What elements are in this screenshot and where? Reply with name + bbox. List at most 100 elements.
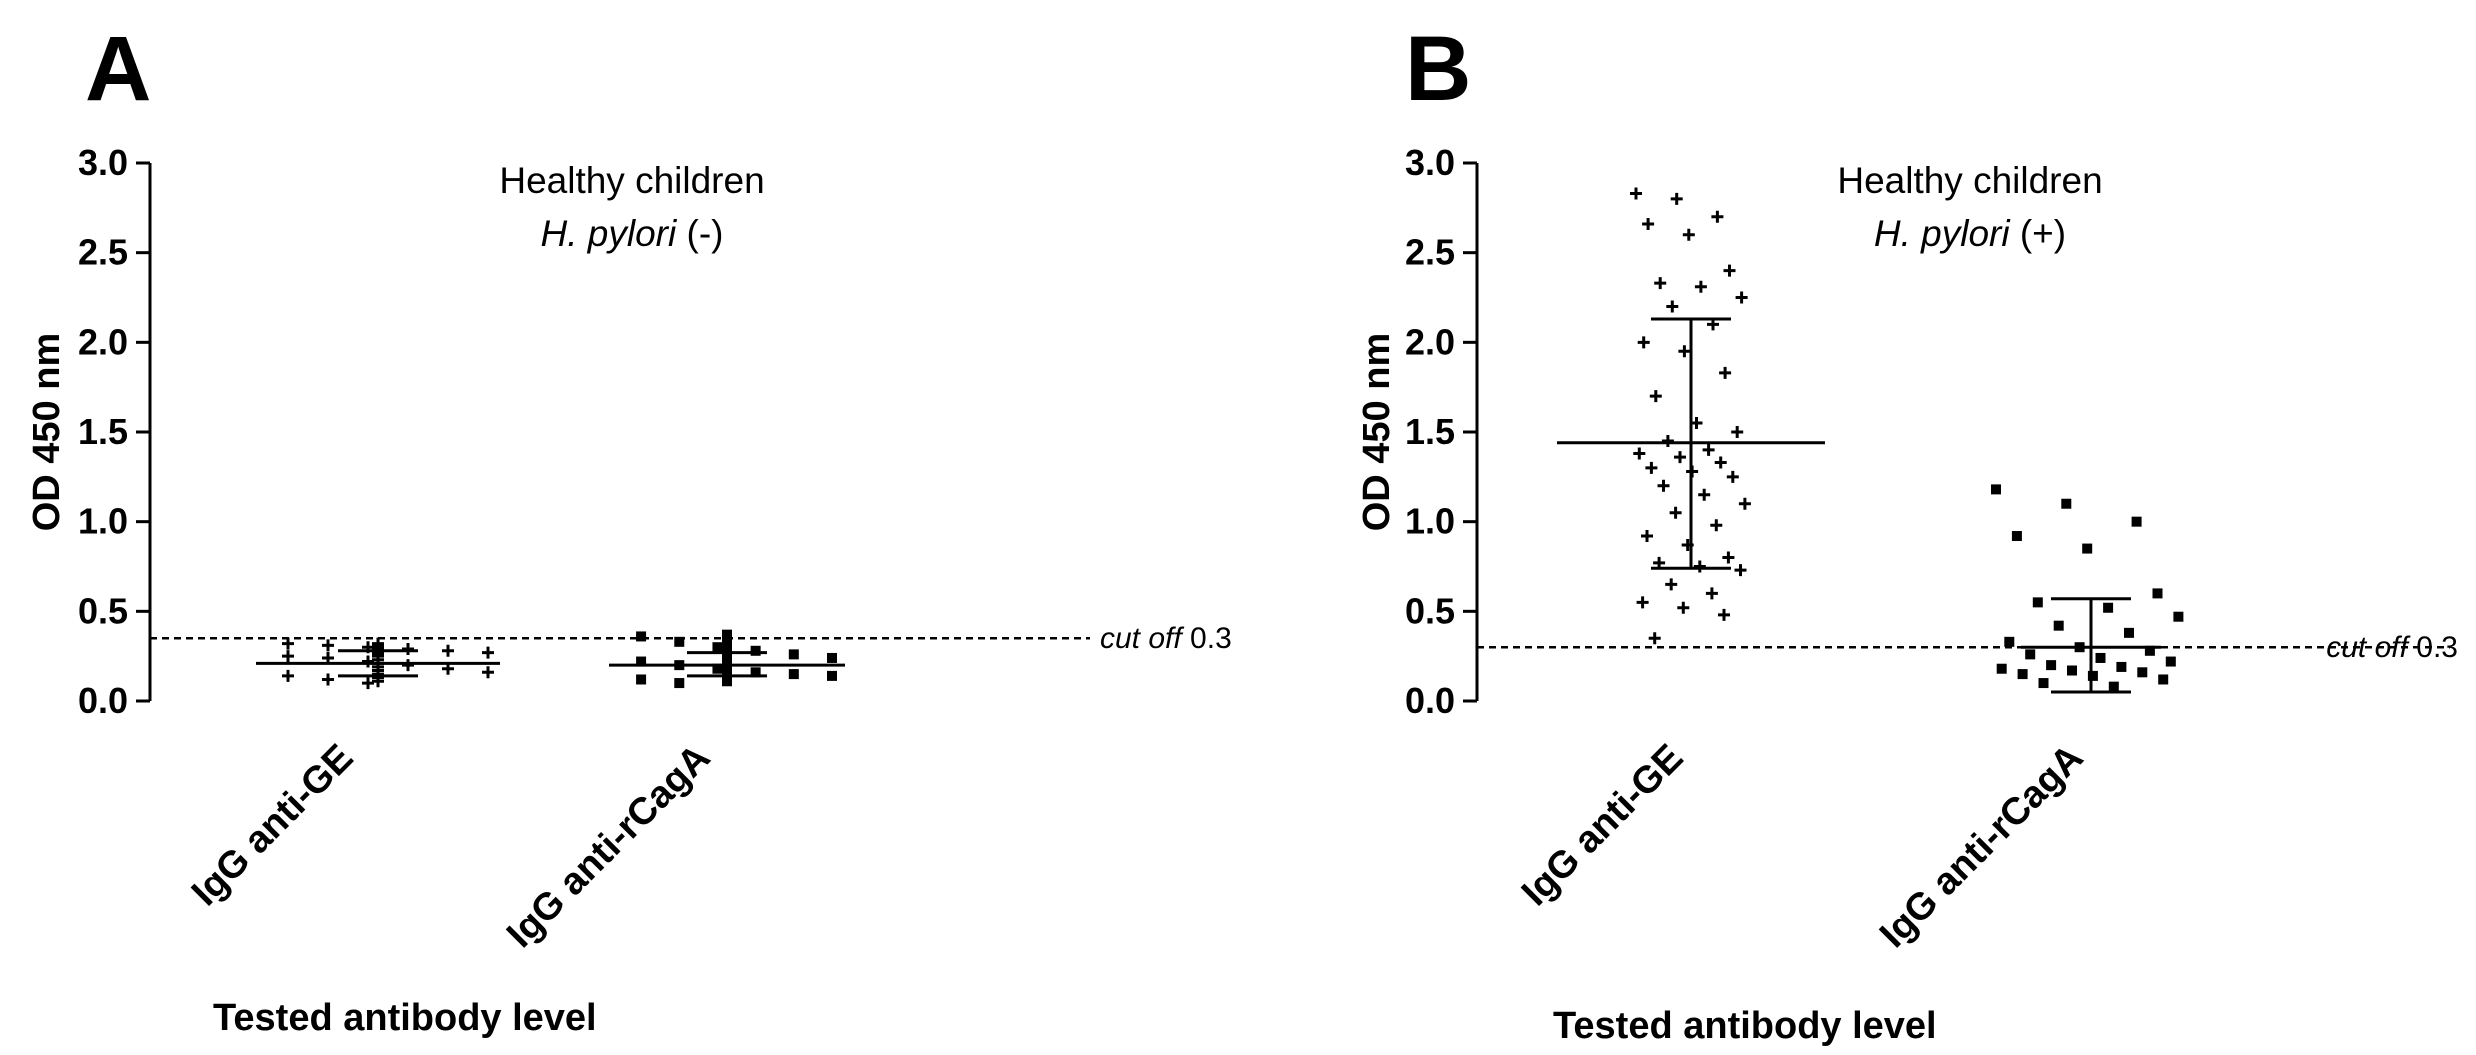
- data-point: [2046, 660, 2057, 671]
- data-point: [1642, 217, 1655, 230]
- series-anti-rcaga: [609, 629, 845, 689]
- data-point: [1654, 277, 1667, 290]
- data-point: [750, 645, 761, 656]
- series-anti-ge: [256, 637, 500, 690]
- y-tick-label: 0.0: [1405, 680, 1455, 721]
- data-point: [1726, 470, 1739, 483]
- data-point: [722, 676, 732, 687]
- data-point: [1682, 228, 1695, 241]
- data-point: [712, 642, 723, 653]
- data-point: [722, 635, 732, 646]
- data-point: [827, 652, 837, 663]
- x-axis-label: Tested antibody level: [213, 997, 597, 1039]
- data-point: [1693, 560, 1706, 573]
- y-tick-label: 1.5: [1405, 411, 1455, 452]
- data-point: [1702, 443, 1715, 456]
- cutoff-label: cut off 0.3: [2326, 631, 2458, 664]
- y-tick-label: 3.0: [1405, 142, 1455, 183]
- data-point: [2038, 678, 2049, 689]
- data-point: [2165, 656, 2176, 667]
- data-point: [2144, 645, 2155, 656]
- category-label: IgG anti-rCagA: [499, 737, 718, 956]
- data-point: [482, 646, 494, 659]
- y-axis-label: OD 450 nm: [1356, 333, 1398, 532]
- y-tick-label: 0.0: [78, 680, 128, 721]
- y-axis-label: OD 450 nm: [26, 333, 68, 532]
- panel-b: B 0.0 0.5 1.0 1.5 2.0 2.5 3.0 OD 450 nm Healthy c…: [1356, 18, 2458, 1047]
- data-point: [2108, 681, 2119, 692]
- data-point: [712, 663, 723, 674]
- data-point: [1710, 519, 1723, 532]
- data-point: [2137, 667, 2148, 678]
- data-point: [482, 666, 494, 679]
- data-point: [1633, 447, 1646, 460]
- y-tick-label: 2.5: [78, 232, 128, 273]
- data-point: [788, 649, 799, 660]
- data-point: [322, 639, 334, 652]
- data-point: [1714, 456, 1727, 469]
- data-point: [636, 674, 647, 685]
- data-point: [1722, 551, 1735, 564]
- data-point: [2061, 498, 2072, 509]
- data-point: [1731, 426, 1744, 438]
- data-point: [1718, 608, 1730, 621]
- y-tick-label: 0.5: [78, 590, 128, 631]
- y-tick-label: 3.0: [78, 142, 128, 183]
- data-point: [2173, 611, 2184, 622]
- annotation-status: H. pylori (-): [541, 213, 724, 254]
- data-point: [2067, 665, 2077, 676]
- data-point: [2158, 674, 2169, 685]
- data-point: [1735, 291, 1748, 304]
- data-point: [1991, 484, 2001, 495]
- data-point: [1674, 451, 1686, 464]
- data-point: [1711, 210, 1724, 223]
- annotation-title: Healthy children: [499, 160, 764, 201]
- data-point: [636, 656, 647, 667]
- annotation-status: H. pylori (+): [1874, 213, 2066, 254]
- data-point: [1996, 663, 2007, 674]
- panel-a: A 0.0 0.5 1.0 1.5 2.0 2.5 3.0 OD 450 nm Healthy c…: [26, 18, 1232, 1039]
- data-point: [1657, 479, 1670, 492]
- data-point: [1665, 578, 1678, 591]
- data-point: [2116, 661, 2127, 672]
- data-point: [2004, 636, 2015, 647]
- series-anti-ge: [1557, 187, 1825, 645]
- category-label: IgG anti-GE: [1514, 737, 1691, 914]
- data-point: [1645, 461, 1658, 474]
- data-point: [1723, 264, 1736, 277]
- data-point: [1669, 506, 1682, 519]
- y-tick-label: 1.0: [78, 501, 128, 542]
- data-point: [1649, 390, 1662, 403]
- data-point: [1637, 336, 1650, 349]
- data-point: [2011, 531, 2022, 542]
- y-tick-label: 1.5: [78, 411, 128, 452]
- data-point: [402, 642, 414, 655]
- panel-letter: A: [85, 18, 151, 120]
- data-point: [1694, 280, 1707, 293]
- data-point: [2131, 516, 2142, 527]
- data-point: [674, 636, 685, 647]
- data-point: [788, 669, 799, 680]
- data-point: [2103, 602, 2114, 613]
- data-point: [1636, 596, 1649, 609]
- y-tick-label: 2.0: [1405, 321, 1455, 362]
- y-tick-label: 1.0: [1405, 501, 1455, 542]
- data-point: [402, 659, 414, 672]
- data-point: [722, 629, 732, 640]
- annotation-title: Healthy children: [1837, 160, 2102, 201]
- data-point: [750, 667, 761, 678]
- data-point: [322, 673, 334, 686]
- data-point: [442, 644, 454, 657]
- category-label: IgG anti-GE: [184, 737, 361, 914]
- data-point: [1705, 587, 1718, 600]
- y-tick-label: 2.0: [78, 321, 128, 362]
- data-point: [2082, 543, 2093, 554]
- data-point: [2025, 649, 2036, 660]
- data-point: [2087, 670, 2098, 681]
- category-label: IgG anti-rCagA: [1872, 737, 2091, 956]
- data-point: [2032, 597, 2043, 608]
- data-point: [1648, 632, 1661, 645]
- data-point: [2017, 669, 2028, 680]
- data-point: [1641, 530, 1653, 543]
